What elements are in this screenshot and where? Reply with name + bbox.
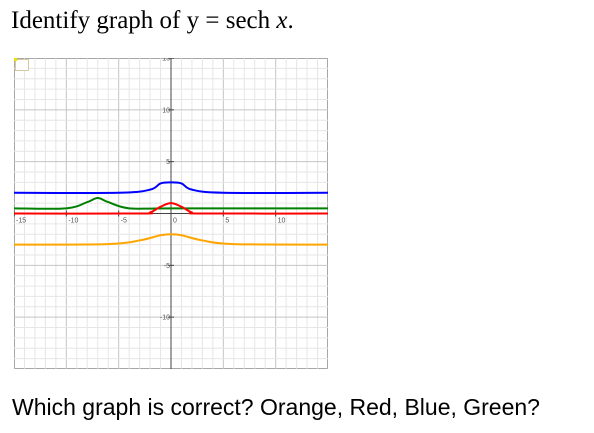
problem-title: Identify graph of y = sech x. — [11, 6, 294, 36]
tick-labels: -15 -10 -5 0 5 10 15 10 5 -5 -10 — [14, 58, 286, 322]
question-text: Which graph is correct? Orange, Red, Blu… — [12, 394, 540, 420]
title-suffix: . — [287, 7, 294, 34]
y-tick-label: 10 — [162, 107, 170, 114]
title-prefix: Identify graph of y = sech — [11, 7, 277, 34]
x-tick-label: -10 — [68, 218, 78, 225]
y-tick-label: -10 — [160, 315, 170, 322]
x-tick-label: -5 — [121, 218, 127, 225]
y-tick-label: -5 — [164, 263, 170, 270]
x-tick-label: 10 — [278, 218, 286, 225]
graph-panel: -15 -10 -5 0 5 10 15 10 5 -5 -10 — [14, 58, 328, 369]
curves — [14, 181, 328, 246]
x-tick-label: 0 — [173, 218, 177, 225]
curve-series-3 — [14, 202, 328, 215]
x-tick-label: 5 — [225, 218, 229, 225]
corner-marker — [14, 58, 17, 61]
x-tick-label: -15 — [16, 218, 26, 225]
title-variable: x — [276, 7, 288, 34]
corner-box — [15, 59, 29, 71]
sech-graph-chart: -15 -10 -5 0 5 10 15 10 5 -5 -10 — [14, 58, 328, 369]
curve-series-4 — [14, 233, 328, 246]
curve-series-1 — [14, 181, 328, 194]
y-tick-label: 5 — [166, 159, 170, 166]
y-tick-label: 15 — [162, 58, 170, 63]
